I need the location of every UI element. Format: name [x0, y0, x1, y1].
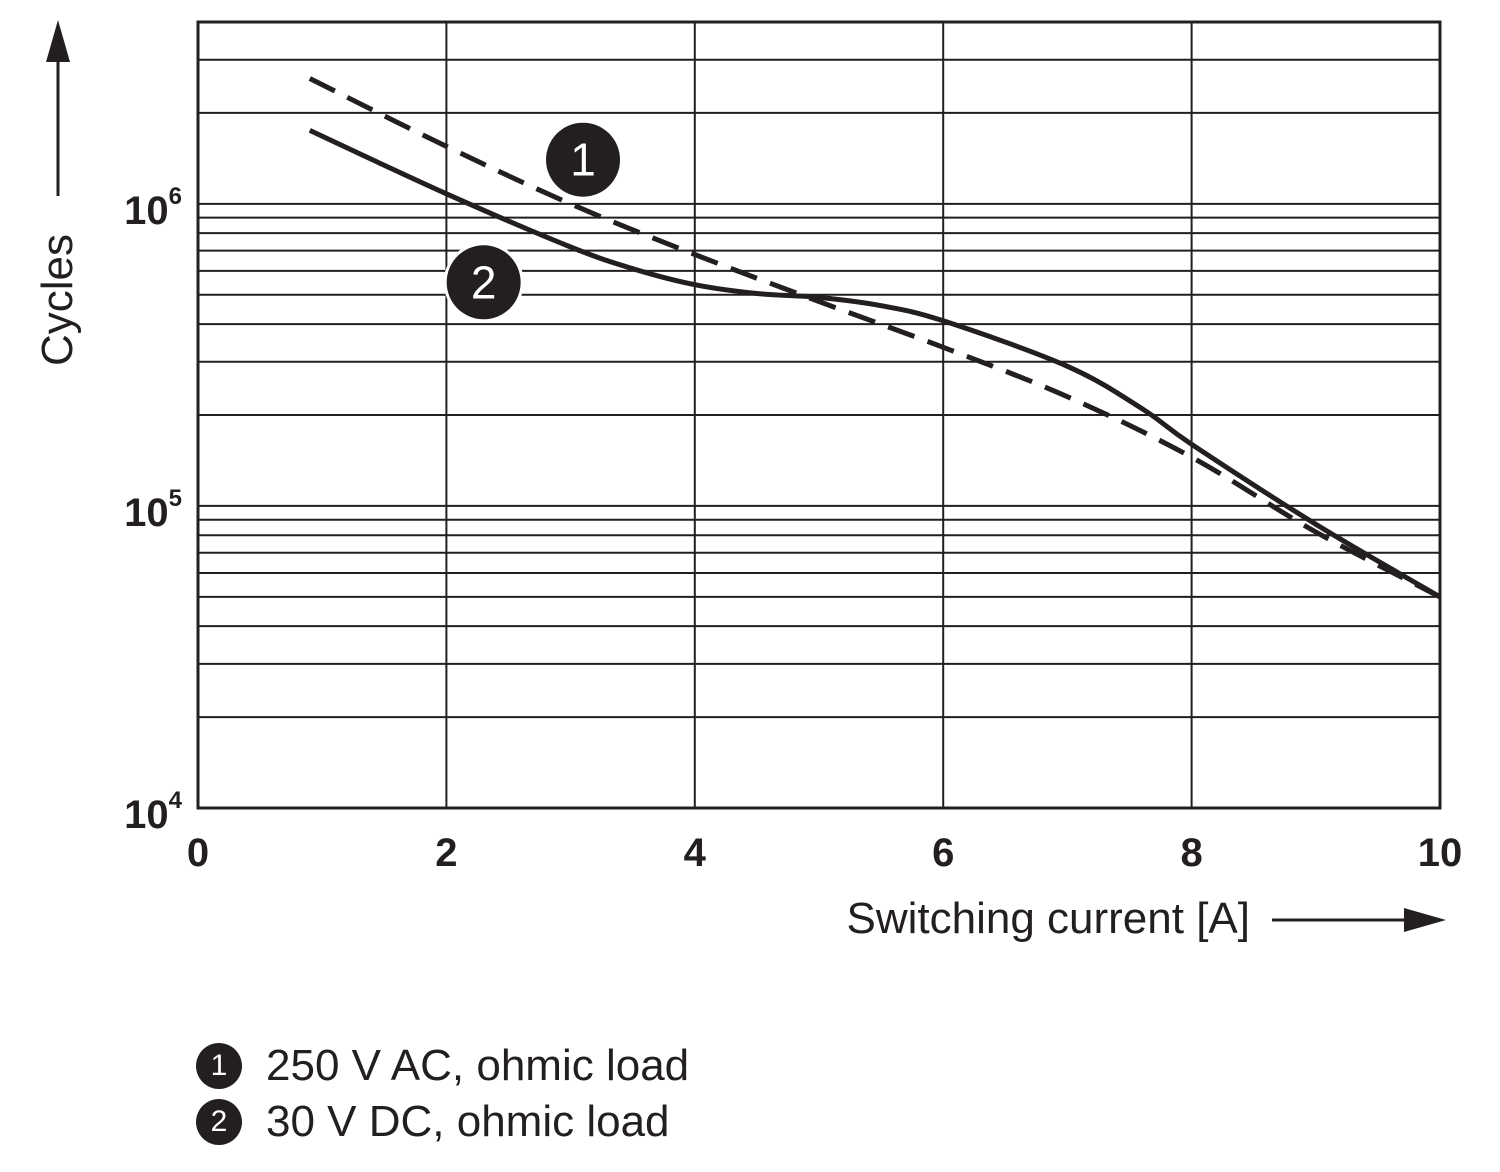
x-tick-label: 4: [684, 831, 707, 875]
x-tick-label: 10: [1418, 831, 1463, 875]
y-axis-arrow: [46, 20, 70, 196]
y-tick-label: 106: [124, 183, 182, 233]
series-line-2: [308, 128, 1442, 600]
series-badge-label-2: 2: [471, 256, 497, 308]
legend-item-2: 2 30 V DC, ohmic load: [196, 1094, 689, 1150]
x-axis-label: Switching current [A]: [847, 894, 1251, 943]
legend-item-1: 1 250 V AC, ohmic load: [196, 1038, 689, 1094]
series-badge-circle-1: [546, 122, 621, 197]
series-badge-2: 2: [443, 242, 524, 323]
y-tick-label: 104: [124, 787, 183, 837]
y-axis-label: Cycles: [33, 234, 82, 366]
plot-frame: [196, 20, 1442, 810]
y-tick-label: 105: [124, 485, 182, 535]
legend-label-1: 250 V AC, ohmic load: [266, 1041, 690, 1090]
x-tick-label: 0: [187, 831, 209, 875]
series-badge-label-1: 1: [570, 134, 596, 186]
x-tick-label: 8: [1180, 831, 1202, 875]
x-axis-arrow: [1272, 908, 1446, 932]
series-markers: 12: [443, 119, 624, 323]
legend-marker-2: 2: [196, 1099, 242, 1145]
series-line-1: [308, 76, 1442, 600]
y-arrow-head: [46, 20, 70, 62]
x-tick-labels: 0 2 4 6 8 10: [187, 831, 1462, 875]
x-arrow-head: [1404, 908, 1446, 932]
legend-marker-1: 1: [196, 1043, 242, 1089]
grid-lines: [197, 21, 1441, 809]
legend-label-2: 30 V DC, ohmic load: [266, 1097, 670, 1146]
legend: 1 250 V AC, ohmic load 2 30 V DC, ohmic …: [196, 1038, 689, 1150]
series-badge-1: 1: [543, 119, 624, 200]
series-layer: [308, 76, 1442, 600]
x-tick-label: 2: [435, 831, 457, 875]
y-tick-labels: 104 105 106: [124, 183, 183, 837]
x-tick-label: 6: [932, 831, 954, 875]
series-badge-circle-2: [446, 245, 521, 320]
